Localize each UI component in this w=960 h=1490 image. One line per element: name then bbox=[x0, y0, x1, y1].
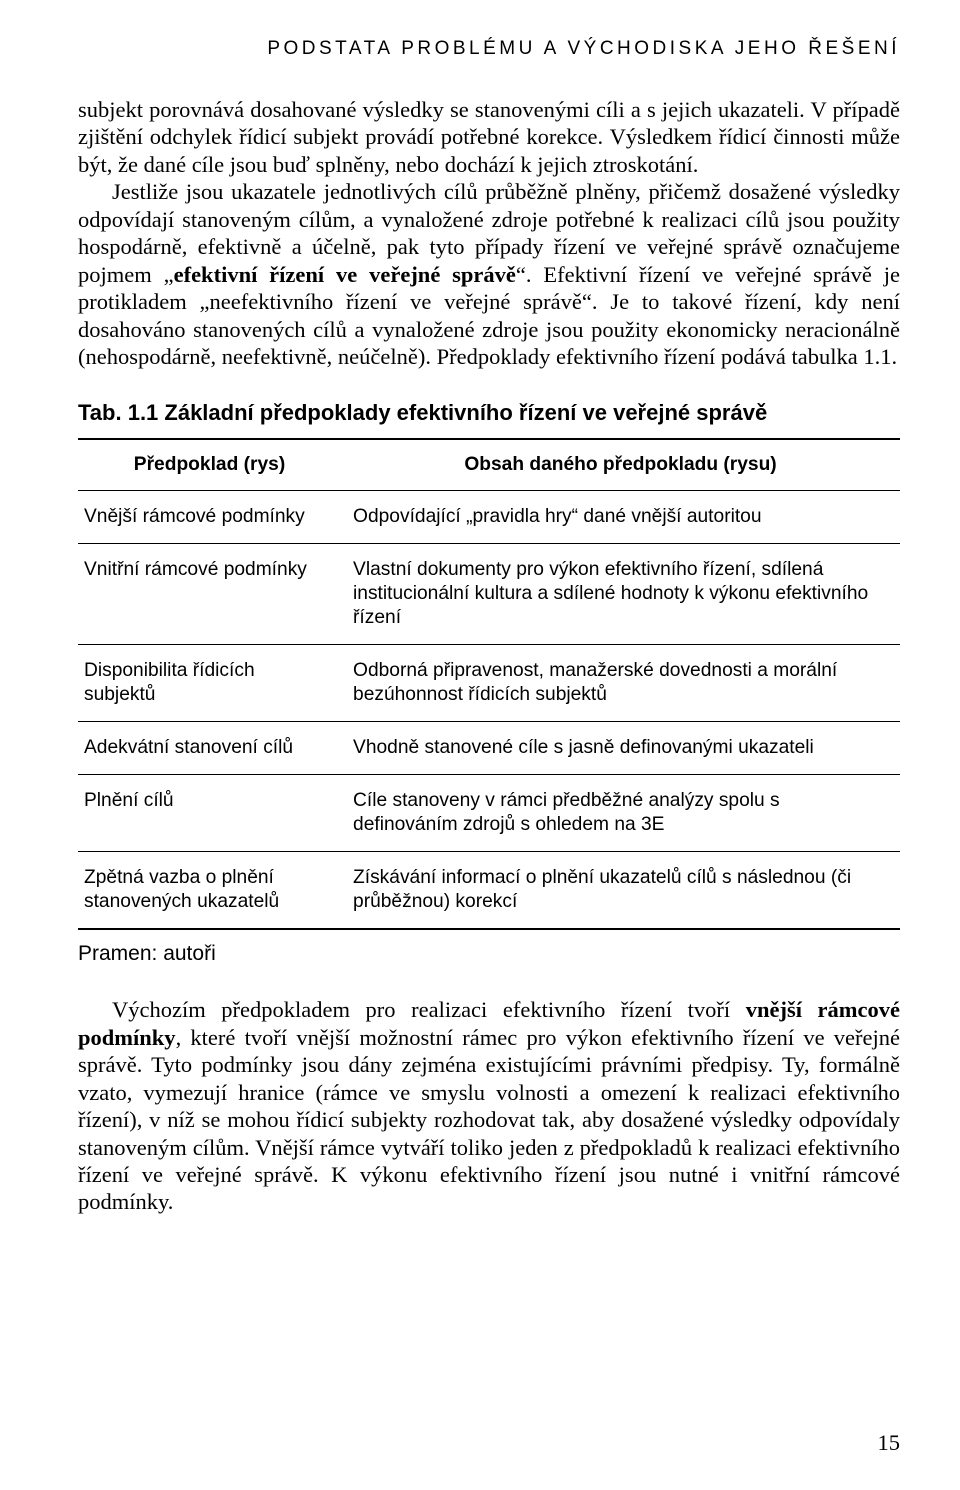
paragraph-2: Jestliže jsou ukazatele jednotlivých cíl… bbox=[78, 178, 900, 370]
cell-left: Plnění cílů bbox=[78, 775, 341, 852]
running-head: PODSTATA PROBLÉMU A VÝCHODISKA JEHO ŘEŠE… bbox=[78, 38, 900, 60]
paragraph-3: Výchozím předpokladem pro realizaci efek… bbox=[78, 996, 900, 1216]
page: PODSTATA PROBLÉMU A VÝCHODISKA JEHO ŘEŠE… bbox=[0, 0, 960, 1490]
para3-a: Výchozím předpokladem pro realizaci efek… bbox=[112, 997, 746, 1022]
body-block-2: Výchozím předpokladem pro realizaci efek… bbox=[78, 996, 900, 1216]
table-row: Zpětná vazba o plnění stanovených ukazat… bbox=[78, 852, 900, 930]
page-number: 15 bbox=[878, 1430, 901, 1456]
para2-bold: efektivní řízení ve veřejné správě bbox=[174, 262, 516, 287]
assumptions-table: Předpoklad (rys) Obsah daného předpoklad… bbox=[78, 438, 900, 930]
cell-right: Odborná připravenost, manažerské dovedno… bbox=[341, 645, 900, 722]
table-source: Pramen: autoři bbox=[78, 942, 900, 966]
table-caption: Tab. 1.1 Základní předpoklady efektivníh… bbox=[78, 400, 900, 426]
cell-right: Vlastní dokumenty pro výkon efektivního … bbox=[341, 544, 900, 645]
col2-header: Obsah daného předpokladu (rysu) bbox=[341, 439, 900, 491]
col1-header: Předpoklad (rys) bbox=[78, 439, 341, 491]
cell-left: Vnější rámcové podmínky bbox=[78, 491, 341, 544]
cell-right: Cíle stanoveny v rámci předběžné analýzy… bbox=[341, 775, 900, 852]
body-block-1: subjekt porovnává dosahované výsledky se… bbox=[78, 96, 900, 370]
para1-text: subjekt porovnává dosahované výsledky se… bbox=[78, 97, 900, 177]
table-row: Plnění cílů Cíle stanoveny v rámci předb… bbox=[78, 775, 900, 852]
cell-left: Vnitřní rámcové podmínky bbox=[78, 544, 341, 645]
table-row: Adekvátní stanovení cílů Vhodně stanoven… bbox=[78, 722, 900, 775]
para3-b: , které tvoří vnější možnostní rámec pro… bbox=[78, 1025, 900, 1215]
cell-left: Disponibilita řídicích subjektů bbox=[78, 645, 341, 722]
cell-right: Získávání informací o plnění ukazatelů c… bbox=[341, 852, 900, 930]
table-header-row: Předpoklad (rys) Obsah daného předpoklad… bbox=[78, 439, 900, 491]
cell-right: Vhodně stanovené cíle s jasně definovaný… bbox=[341, 722, 900, 775]
cell-left: Adekvátní stanovení cílů bbox=[78, 722, 341, 775]
paragraph-1: subjekt porovnává dosahované výsledky se… bbox=[78, 96, 900, 178]
cell-left: Zpětná vazba o plnění stanovených ukazat… bbox=[78, 852, 341, 930]
cell-right: Odpovídající „pravidla hry“ dané vnější … bbox=[341, 491, 900, 544]
table-row: Vnější rámcové podmínky Odpovídající „pr… bbox=[78, 491, 900, 544]
table-row: Vnitřní rámcové podmínky Vlastní dokumen… bbox=[78, 544, 900, 645]
table-row: Disponibilita řídicích subjektů Odborná … bbox=[78, 645, 900, 722]
